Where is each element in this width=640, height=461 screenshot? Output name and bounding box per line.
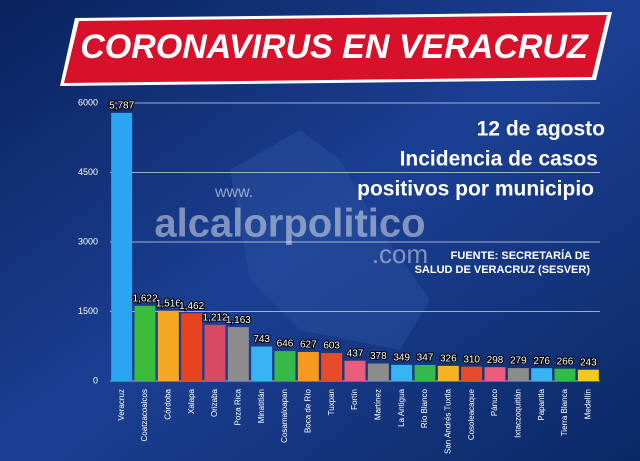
- watermark: alcalorpolitico: [154, 202, 425, 246]
- x-tick-label: Minatitlán: [257, 389, 266, 423]
- x-tick-label: Martínez: [373, 389, 382, 420]
- y-tick-label: 6000: [78, 97, 98, 107]
- y-tick-label: 0: [93, 375, 98, 385]
- bar: [227, 327, 249, 381]
- value-label: 1,212: [202, 312, 227, 323]
- value-label: 5,787: [109, 101, 134, 112]
- date: 12 de agosto: [477, 118, 605, 141]
- bar: [297, 351, 319, 381]
- value-label: 349: [393, 352, 410, 363]
- x-tick-label: San Andrés Tuxtla: [443, 388, 452, 453]
- x-tick-label: Boca de Río: [303, 388, 312, 433]
- x-tick-label: Tuxpan: [327, 389, 336, 415]
- value-label: 1,622: [132, 293, 157, 304]
- title-banner: [64, 15, 607, 83]
- x-tick-label: Cosamaloapan: [280, 389, 289, 443]
- x-tick-label: Fortín: [350, 389, 359, 410]
- value-label: 347: [417, 353, 434, 364]
- bar: [321, 353, 343, 381]
- bar: [577, 369, 599, 381]
- value-label: 326: [440, 354, 457, 365]
- value-label: 603: [323, 341, 340, 352]
- map-shape: [230, 130, 430, 350]
- x-tick-label: Cosoleacaque: [467, 388, 476, 440]
- x-tick-label: Coatzacoalcos: [140, 389, 149, 441]
- x-tick-label: Ixtaczoquitlán: [513, 389, 522, 438]
- source: SALUD DE VERACRUZ (SESVER): [415, 264, 591, 276]
- bar: [344, 360, 366, 381]
- x-tick-label: Río Blanco: [420, 388, 429, 428]
- bar: [554, 368, 576, 381]
- x-tick-label: Poza Rica: [233, 388, 242, 425]
- value-label: 1,163: [226, 315, 251, 326]
- value-label: 243: [580, 357, 597, 368]
- bar: [391, 364, 413, 381]
- x-tick-label: Pánuco: [490, 388, 499, 416]
- value-label: 298: [487, 355, 504, 366]
- subtitle: Incidencia de casos: [400, 148, 598, 171]
- bar: [531, 368, 553, 381]
- bar: [157, 310, 179, 381]
- bar: [134, 305, 156, 381]
- chart-title: CORONAVIRUS EN VERACRUZ: [80, 28, 589, 66]
- value-label: 646: [277, 339, 294, 350]
- bar: [367, 363, 389, 381]
- value-label: 378: [370, 351, 387, 362]
- value-label: 1,516: [156, 298, 181, 309]
- value-label: 276: [533, 356, 550, 367]
- y-tick-label: 1500: [78, 306, 98, 316]
- bar: [111, 112, 133, 381]
- bar: [251, 346, 273, 381]
- x-tick-label: Tierra Blanca: [560, 388, 569, 436]
- value-label: 266: [557, 356, 574, 367]
- x-tick-label: Veracruz: [117, 389, 126, 421]
- x-tick-label: La Antigua: [397, 388, 406, 426]
- bar: [437, 365, 459, 381]
- y-tick-label: 3000: [78, 236, 98, 246]
- value-label: 310: [463, 354, 480, 365]
- bar: [274, 351, 296, 381]
- bar: [461, 366, 483, 381]
- bar: [484, 367, 506, 381]
- watermark: .com: [372, 239, 428, 269]
- watermark: www.: [214, 184, 253, 201]
- bar: [414, 364, 436, 381]
- x-tick-label: Papantla: [537, 388, 546, 420]
- source: FUENTE: SECRETARÍA DE: [451, 249, 590, 262]
- x-tick-label: Medellín: [583, 389, 592, 419]
- subtitle: positivos por municipio: [357, 178, 594, 201]
- x-tick-label: Orizaba: [210, 388, 219, 417]
- value-label: 437: [347, 348, 364, 359]
- value-label: 743: [253, 334, 270, 345]
- x-tick-label: Córdoba: [163, 388, 172, 419]
- bar: [181, 313, 203, 381]
- x-tick-label: Xalapa: [187, 388, 196, 413]
- value-label: 627: [300, 340, 317, 351]
- bar: [507, 368, 529, 381]
- value-label: 279: [510, 356, 527, 367]
- value-label: 1,462: [179, 301, 204, 312]
- y-tick-label: 4500: [78, 167, 98, 177]
- bar: [204, 324, 226, 381]
